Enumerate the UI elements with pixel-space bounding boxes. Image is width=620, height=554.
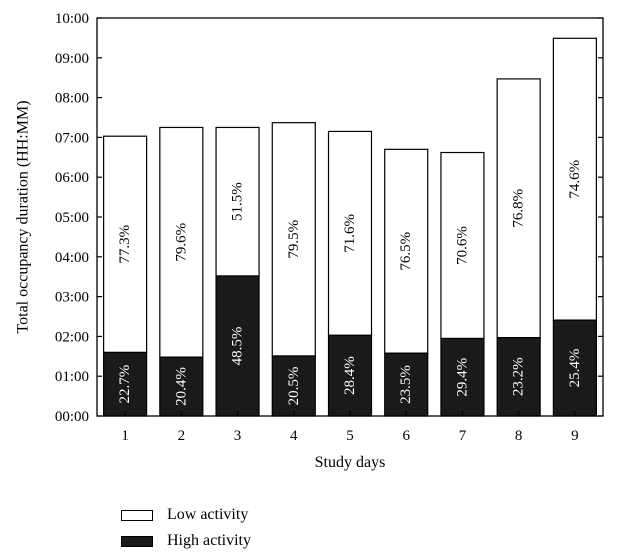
bar-low-activity: [103, 135, 148, 353]
data-label-low: 79.6%: [173, 223, 189, 262]
x-tick-label: 2: [178, 428, 186, 444]
y-tick-label: 01:00: [55, 369, 89, 385]
x-tick-label: 7: [459, 428, 467, 444]
bar-low-activity: [271, 122, 316, 357]
legend: Low activity High activity: [121, 502, 251, 554]
y-axis-title: Total occupancy duration (HH:MM): [15, 100, 32, 333]
data-label-high: 28.4%: [342, 356, 358, 395]
data-label-low: 76.5%: [398, 232, 414, 271]
data-label-low: 71.6%: [342, 214, 358, 253]
bar-low-activity: [384, 148, 429, 354]
data-label-low: 77.3%: [117, 225, 133, 264]
x-tick-label: 3: [234, 428, 242, 444]
legend-item-low: Low activity: [121, 502, 251, 528]
x-tick-label: 1: [121, 428, 129, 444]
x-tick-label: 6: [402, 428, 410, 444]
data-label-high: 23.2%: [511, 357, 527, 396]
y-tick-label: 05:00: [55, 210, 89, 226]
data-label-high: 23.5%: [398, 365, 414, 404]
bar-high-activity: [496, 336, 541, 417]
bar-low-activity: [327, 130, 373, 336]
bar-high-activity: [215, 275, 260, 417]
legend-swatch-high: [121, 535, 153, 547]
data-label-high: 22.7%: [117, 365, 133, 404]
x-tick-label: 8: [515, 428, 523, 444]
y-axis: 00:00 01:00 02:00 03:00 04:00 05:00 06:00 07:00…: [55, 11, 603, 425]
x-tick-label: 9: [571, 428, 579, 444]
y-tick-label: 08:00: [55, 91, 89, 107]
data-label-high: 48.5%: [230, 327, 246, 366]
y-tick-label: 07:00: [55, 130, 89, 146]
data-label-low: 74.6%: [567, 160, 583, 199]
y-tick-label: 09:00: [55, 51, 89, 67]
bar-high-activity: [440, 337, 485, 417]
bar-low-activity: [440, 151, 485, 339]
legend-swatch-low: [121, 509, 153, 521]
data-label-low: 70.6%: [454, 226, 470, 265]
data-label-low: 79.5%: [286, 220, 302, 259]
bar-high-activity: [327, 334, 373, 417]
legend-label-low: Low activity: [167, 506, 249, 523]
legend-item-high: High activity: [121, 528, 251, 554]
y-tick-label: 04:00: [55, 250, 89, 266]
data-label-high: 29.4%: [454, 358, 470, 397]
data-label-high: 20.4%: [173, 367, 189, 406]
y-tick-label: 02:00: [55, 329, 89, 345]
bar-low-activity: [215, 126, 260, 277]
data-label-high: 20.5%: [286, 367, 302, 406]
data-label-low: 51.5%: [230, 182, 246, 221]
x-axis: 1 2 3 4 5 6 7 8 9: [121, 411, 579, 444]
data-label-high: 25.4%: [567, 349, 583, 388]
y-tick-label: 00:00: [55, 409, 89, 425]
stacked-bar-chart: 00:00 01:00 02:00 03:00 04:00 05:00 06:00 07:00…: [15, 11, 604, 471]
y-tick-label: 03:00: [55, 290, 89, 306]
bars: 22.7% 77.3% 20.4% 79.6% 48.5% 51.5% 20.5% 79.5%…: [103, 37, 597, 417]
x-tick-label: 5: [346, 428, 354, 444]
data-label-low: 76.8%: [511, 189, 527, 228]
x-axis-title: Study days: [315, 454, 386, 471]
x-tick-label: 4: [290, 428, 298, 444]
bar-high-activity: [159, 356, 204, 417]
bar-low-activity: [159, 126, 204, 358]
legend-label-high: High activity: [167, 532, 251, 549]
bar-low-activity: [552, 37, 597, 321]
plot-frame: [96, 17, 604, 417]
y-tick-label: 06:00: [55, 170, 89, 186]
bar-low-activity: [496, 78, 541, 339]
y-tick-label: 10:00: [55, 11, 89, 27]
